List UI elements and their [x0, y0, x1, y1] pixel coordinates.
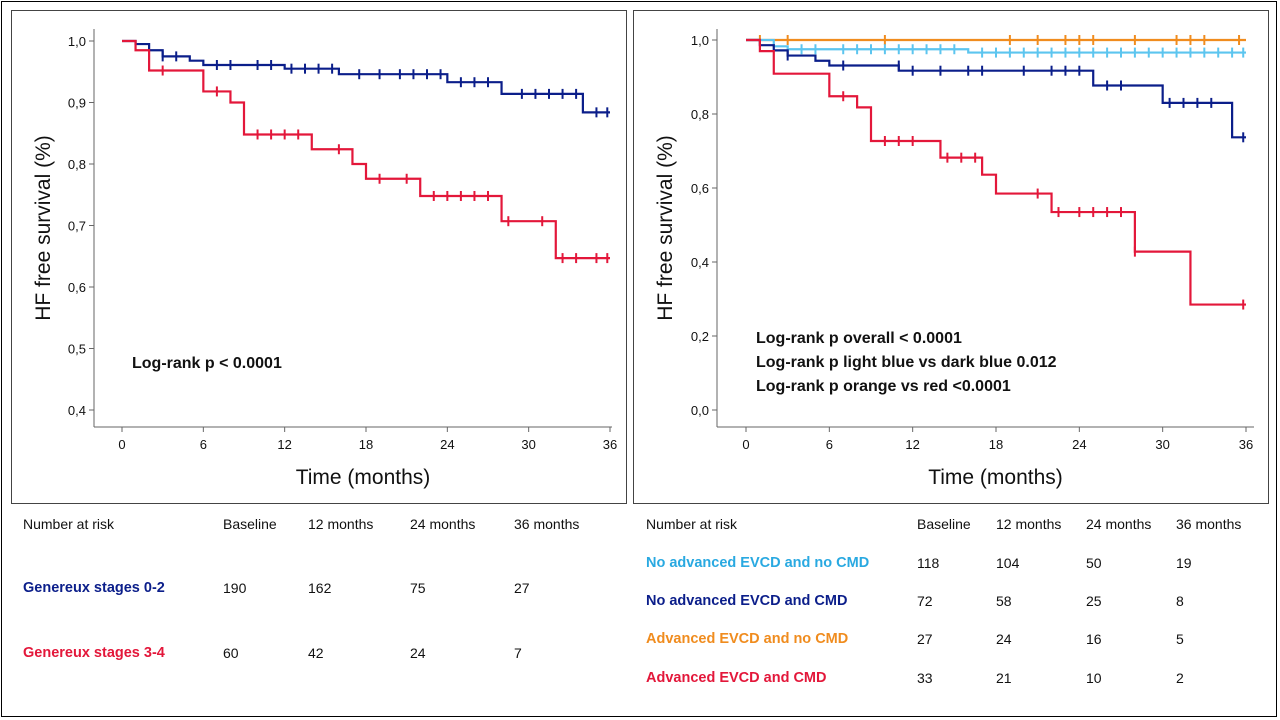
x-tick-label: 30 — [1155, 437, 1169, 452]
risk-cell: 7 — [514, 645, 522, 661]
risk-cell: 10 — [1086, 670, 1102, 686]
log-rank-annotation: Log-rank p overall < 0.0001 — [756, 330, 962, 347]
x-axis-label: Time (months) — [296, 466, 431, 489]
y-tick-label: 0,6 — [691, 181, 709, 196]
log-rank-annotation: Log-rank p orange vs red <0.0001 — [756, 378, 1011, 395]
risk-cell: 27 — [514, 580, 530, 596]
km-curve-series-1 — [746, 38, 1246, 54]
risk-header-36m-left: 36 months — [514, 516, 580, 532]
risk-header-label-left: Number at risk — [23, 516, 115, 532]
y-tick-label: 0,4 — [691, 255, 709, 270]
x-tick-label: 12 — [905, 437, 919, 452]
risk-cell: 24 — [996, 631, 1012, 647]
x-tick-label: 18 — [359, 437, 373, 452]
risk-row-label-adv-no-cmd: Advanced EVCD and no CMD — [646, 631, 849, 647]
x-tick-label: 36 — [603, 437, 617, 452]
y-tick-label: 0,5 — [68, 342, 86, 357]
km-curve-series-0 — [122, 39, 610, 114]
risk-header-baseline-left: Baseline — [223, 516, 277, 532]
risk-cell: 8 — [1176, 593, 1184, 609]
x-tick-label: 18 — [989, 437, 1003, 452]
risk-cell: 5 — [1176, 631, 1184, 647]
y-axis-label: HF free survival (%) — [654, 135, 677, 321]
y-tick-label: 0,4 — [68, 403, 86, 418]
risk-header-24m-right: 24 months — [1086, 516, 1152, 532]
risk-row-label-genereux-0-2: Genereux stages 0-2 — [23, 580, 165, 596]
x-tick-label: 30 — [521, 437, 535, 452]
risk-cell: 25 — [1086, 593, 1102, 609]
risk-header-baseline-right: Baseline — [917, 516, 971, 532]
km-panel-left: 0 6 12 18 24 30 36 1,0 0,9 0,8 0,7 0,6 0,5 0,4 Time (m… — [11, 10, 627, 504]
risk-cell: 24 — [410, 645, 426, 661]
km-curve-series-2 — [746, 38, 1246, 139]
y-tick-label: 0,8 — [691, 107, 709, 122]
x-tick-label: 0 — [742, 437, 749, 452]
risk-cell: 162 — [308, 580, 332, 596]
y-tick-label: 0,8 — [68, 157, 86, 172]
risk-header-12m-left: 12 months — [308, 516, 374, 532]
risk-cell: 60 — [223, 645, 239, 661]
x-axis-label: Time (months) — [928, 466, 1063, 489]
risk-cell: 2 — [1176, 670, 1184, 686]
risk-header-12m-right: 12 months — [996, 516, 1062, 532]
risk-cell: 118 — [917, 555, 940, 571]
risk-cell: 19 — [1176, 555, 1192, 571]
x-tick-label: 36 — [1239, 437, 1253, 452]
x-tick-label: 12 — [277, 437, 291, 452]
risk-header-label-right: Number at risk — [646, 516, 738, 532]
y-tick-label: 0,9 — [68, 96, 86, 111]
risk-cell: 33 — [917, 670, 933, 686]
risk-row-label-genereux-3-4: Genereux stages 3-4 — [23, 645, 165, 661]
risk-cell: 75 — [410, 580, 426, 596]
km-curve-series-1 — [122, 39, 610, 260]
x-tick-label: 6 — [826, 437, 833, 452]
km-curve-series-3 — [746, 38, 1246, 306]
risk-header-24m-left: 24 months — [410, 516, 476, 532]
log-rank-annotation: Log-rank p < 0.0001 — [132, 355, 282, 372]
y-tick-label: 0,2 — [691, 329, 709, 344]
risk-cell: 190 — [223, 580, 247, 596]
x-tick-label: 6 — [200, 437, 207, 452]
x-tick-label: 24 — [440, 437, 454, 452]
y-tick-label: 0,0 — [691, 403, 709, 418]
risk-cell: 104 — [996, 555, 1020, 571]
risk-cell: 50 — [1086, 555, 1102, 571]
y-tick-label: 0,6 — [68, 280, 86, 295]
x-tick-label: 24 — [1072, 437, 1086, 452]
y-tick-label: 0,7 — [68, 219, 86, 234]
risk-cell: 16 — [1086, 631, 1102, 647]
risk-cell: 27 — [917, 631, 933, 647]
risk-header-36m-right: 36 months — [1176, 516, 1242, 532]
risk-cell: 42 — [308, 645, 324, 661]
km-chart-right: 0 6 12 18 24 30 36 1,0 0,8 0,6 0,4 0,2 0,0 Time (mont… — [654, 29, 1254, 489]
km-chart-left: 0 6 12 18 24 30 36 1,0 0,9 0,8 0,7 0,6 0,5 0,4 Time (m… — [32, 29, 617, 489]
y-axis-label: HF free survival (%) — [32, 135, 55, 321]
risk-row-label-adv-cmd: Advanced EVCD and CMD — [646, 670, 827, 686]
y-tick-label: 1,0 — [68, 34, 86, 49]
risk-cell: 58 — [996, 593, 1012, 609]
log-rank-annotation: Log-rank p light blue vs dark blue 0.012 — [756, 354, 1057, 371]
x-tick-label: 0 — [118, 437, 125, 452]
risk-cell: 72 — [917, 593, 933, 609]
km-panel-right: 0 6 12 18 24 30 36 1,0 0,8 0,6 0,4 0,2 0,0 Time (mont… — [633, 10, 1269, 504]
risk-row-label-no-adv-no-cmd: No advanced EVCD and no CMD — [646, 555, 870, 571]
risk-cell: 21 — [996, 670, 1012, 686]
y-tick-label: 1,0 — [691, 33, 709, 48]
risk-row-label-no-adv-cmd: No advanced EVCD and CMD — [646, 593, 848, 609]
